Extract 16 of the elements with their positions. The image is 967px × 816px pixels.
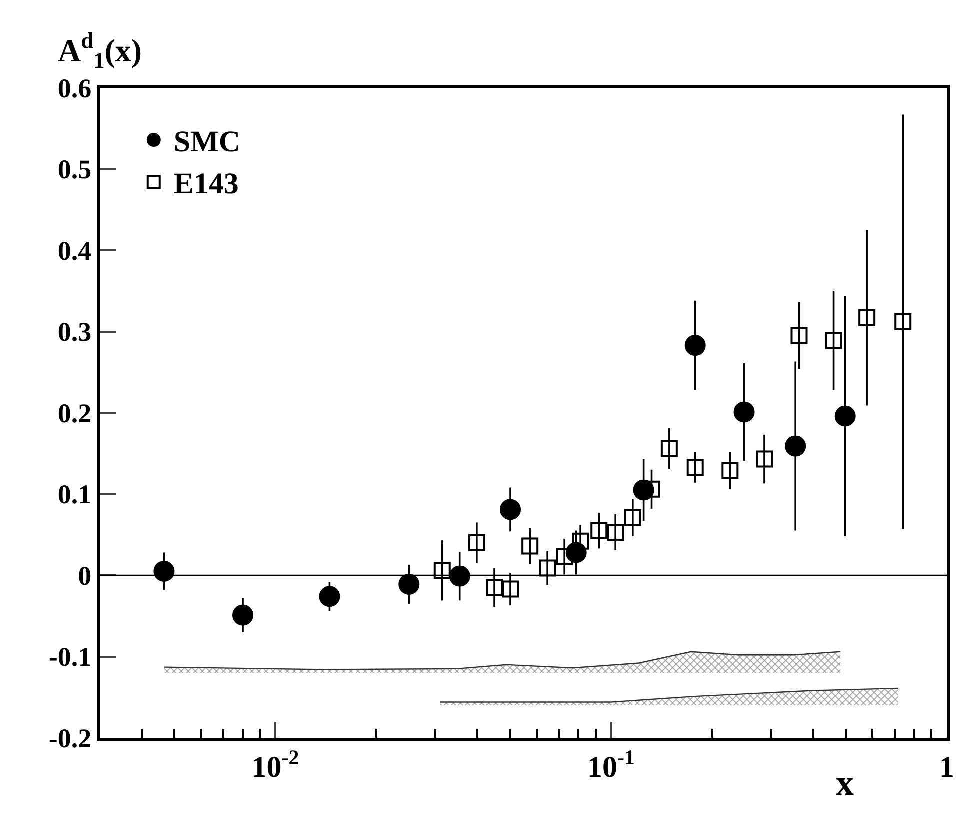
y-axis-title: A$^{d}$$_{1}$(x) (58, 28, 142, 74)
x-axis-title: x (836, 763, 854, 803)
x-tick-label: 10$^{-1}$ (588, 745, 636, 784)
y-tick-label: 0 (78, 560, 92, 591)
legend-label: SMC (174, 126, 241, 159)
x-tick-label: 1 (940, 751, 954, 784)
y-tick-label: -0.1 (48, 642, 92, 672)
y-tick-label: 0.4 (58, 236, 92, 266)
y-tick-label: 0.3 (58, 317, 92, 348)
y-tick-label: 0.2 (58, 398, 92, 428)
x-tick-label: 10$^{-2}$ (252, 745, 300, 784)
y-tick-label: -0.2 (48, 723, 92, 754)
y-tick-label: 0.5 (58, 154, 92, 185)
legend-label: E143 (174, 168, 239, 201)
y-tick-label: 0.6 (58, 73, 92, 104)
y-tick-label: 0.1 (58, 480, 92, 510)
